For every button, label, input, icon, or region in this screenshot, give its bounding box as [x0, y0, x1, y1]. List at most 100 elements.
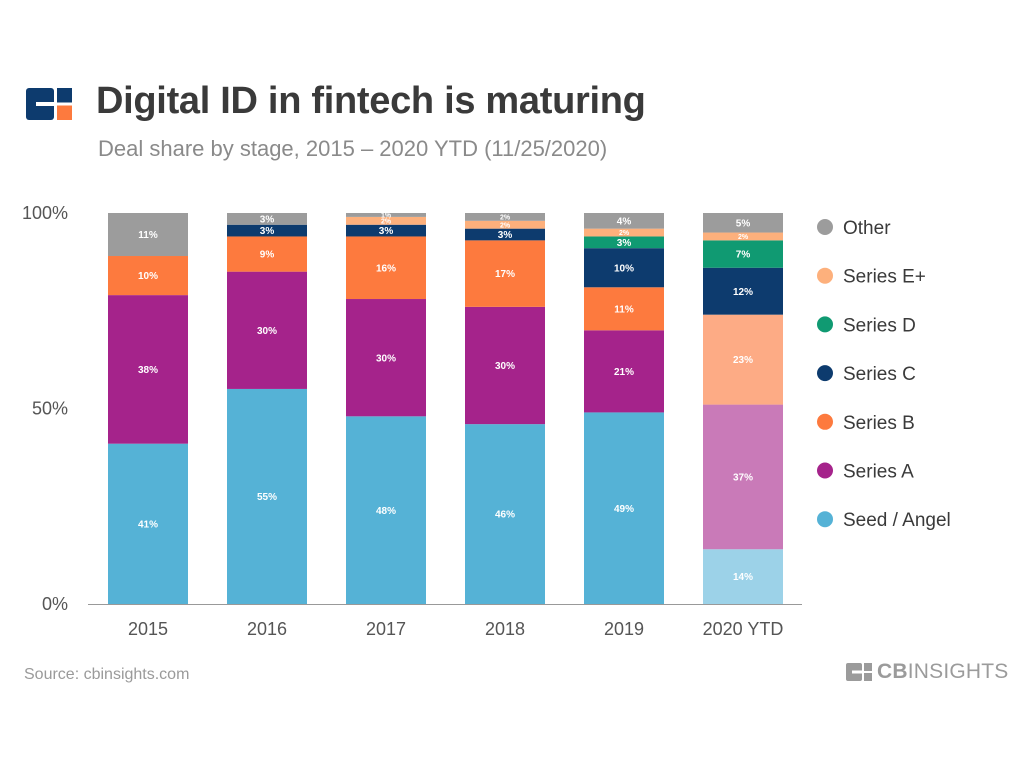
legend-label: Series A	[843, 462, 914, 483]
data-label: 3%	[260, 214, 275, 225]
legend-label: Series C	[843, 364, 916, 385]
data-label: 1%	[381, 212, 392, 219]
bar-segment	[346, 299, 426, 417]
bar-segment	[465, 228, 545, 241]
bar-segment	[703, 404, 783, 550]
bar-segment	[346, 416, 426, 604]
bar-segment	[584, 412, 664, 604]
bar-segment	[346, 236, 426, 300]
bars: 41%38%10%11%55%30%9%3%3%48%30%16%3%2%1%4…	[108, 212, 783, 604]
data-label: 10%	[614, 263, 634, 274]
bar-segment	[108, 213, 188, 257]
x-tick-label: 2019	[604, 619, 644, 639]
bar-segment	[227, 224, 307, 237]
data-label: 2%	[738, 234, 749, 241]
bar-segment	[227, 236, 307, 272]
legend-swatch	[817, 413, 833, 430]
bar-segment	[108, 443, 188, 604]
x-tick-label: 2016	[247, 619, 287, 639]
bar-segment	[703, 549, 783, 604]
x-tick-label: 2018	[485, 619, 525, 639]
bar-segment	[465, 213, 545, 221]
data-label: 2%	[500, 222, 511, 229]
data-label: 3%	[617, 238, 632, 249]
bar-segment	[703, 232, 783, 241]
bar-segment	[703, 314, 783, 405]
cb-insights-mark-icon	[846, 663, 872, 681]
legend-swatch	[817, 365, 833, 382]
legend: Other Series E+ Series D Series C Series B Se…	[817, 218, 951, 531]
data-label: 37%	[733, 473, 753, 484]
bar-segment	[584, 236, 664, 249]
legend-swatch	[817, 267, 833, 284]
data-label: 38%	[138, 365, 158, 376]
data-label: 46%	[495, 510, 515, 521]
data-label: 2%	[381, 218, 392, 225]
data-label: 30%	[257, 326, 277, 337]
data-label: 2%	[500, 214, 511, 221]
bar-segment	[227, 213, 307, 225]
bar-segment	[346, 216, 426, 225]
brand-logo: CBINSIGHTS	[846, 660, 1009, 684]
data-label: 3%	[260, 226, 275, 237]
legend-label: Other	[843, 218, 891, 239]
data-label: 14%	[733, 572, 753, 583]
data-label: 30%	[376, 353, 396, 364]
brand-bold: CB	[877, 660, 908, 683]
chart-subtitle: Deal share by stage, 2015 – 2020 YTD (11…	[98, 136, 608, 161]
bar-segment	[703, 213, 783, 233]
x-tick-label: 2017	[366, 619, 406, 639]
data-label: 11%	[138, 230, 158, 241]
y-tick-label: 0%	[42, 594, 68, 614]
data-label: 2%	[619, 230, 630, 237]
legend-swatch	[817, 316, 833, 333]
bar-segment	[346, 213, 426, 217]
bar-segment	[465, 306, 545, 425]
cb-insights-logo-icon	[26, 88, 72, 120]
bar-segment	[584, 287, 664, 331]
source-note: Source: cbinsights.com	[24, 666, 190, 683]
data-label: 5%	[736, 218, 751, 229]
data-label: 11%	[614, 304, 634, 315]
brand-light: INSIGHTS	[907, 660, 1009, 683]
legend-swatch	[817, 511, 833, 528]
bar-segment	[108, 295, 188, 444]
legend-label: Series E+	[843, 267, 926, 288]
legend-label: Series D	[843, 315, 916, 336]
data-label: 30%	[495, 361, 515, 372]
data-label: 21%	[614, 367, 634, 378]
y-tick-label: 50%	[32, 399, 68, 419]
data-label: 3%	[379, 226, 394, 237]
data-label: 16%	[376, 263, 396, 274]
data-label: 7%	[736, 250, 751, 261]
bar-segment	[465, 240, 545, 307]
bar-segment	[584, 213, 664, 229]
bar-segment	[227, 388, 307, 604]
data-label: 3%	[498, 230, 513, 241]
data-label: 12%	[733, 287, 753, 298]
bar-segment	[584, 228, 664, 237]
data-label: 55%	[257, 492, 277, 503]
bar-segment	[703, 240, 783, 268]
bar-segment	[703, 267, 783, 315]
legend-swatch	[817, 219, 833, 235]
y-tick-label: 100%	[22, 203, 68, 223]
data-label: 9%	[260, 250, 275, 261]
bar-segment	[227, 271, 307, 389]
bar-segment	[465, 220, 545, 229]
bar-segment	[465, 424, 545, 604]
x-tick-label: 2020 YTD	[703, 619, 784, 639]
data-label: 49%	[614, 504, 634, 515]
bar-segment	[346, 224, 426, 237]
data-label: 41%	[138, 519, 158, 530]
data-label: 23%	[733, 355, 753, 366]
data-label: 48%	[376, 506, 396, 517]
bar-segment	[584, 330, 664, 413]
x-axis: 2015 2016 2017 2018 2019 2020 YTD	[88, 604, 802, 639]
x-tick-label: 2015	[128, 619, 168, 639]
bar-segment	[108, 256, 188, 296]
chart-title: Digital ID in fintech is maturing	[96, 80, 646, 122]
data-label: 17%	[495, 269, 515, 280]
data-label: 10%	[138, 271, 158, 282]
